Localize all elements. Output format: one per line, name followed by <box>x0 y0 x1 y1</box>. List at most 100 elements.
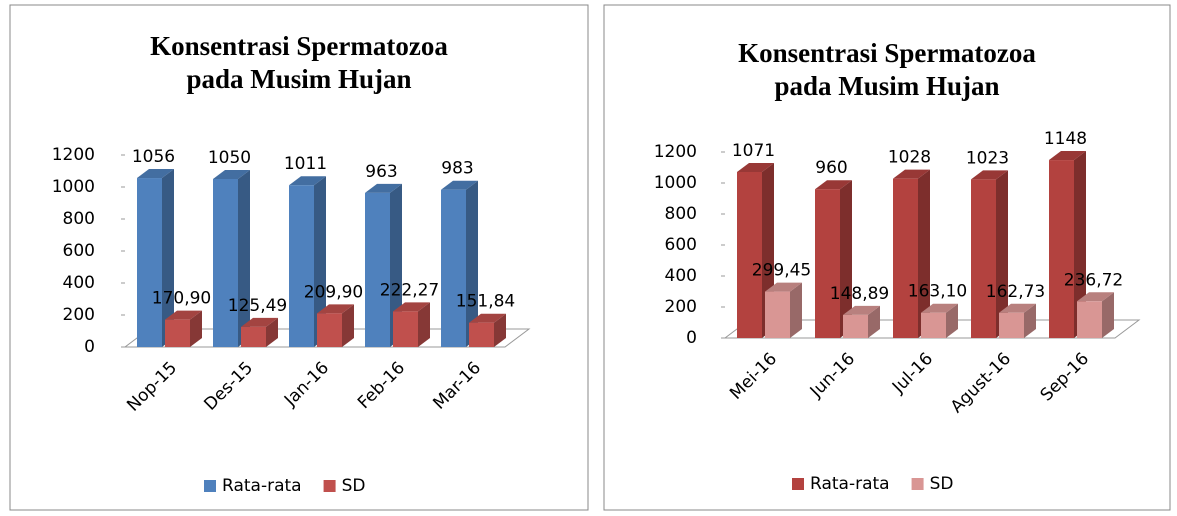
bar-top <box>893 169 930 179</box>
bar-side <box>1074 151 1086 338</box>
bar <box>815 189 840 338</box>
bar <box>999 312 1024 338</box>
bar-top <box>469 313 506 323</box>
bar <box>971 179 996 338</box>
bar-side <box>1024 303 1036 338</box>
data-label: 170,90 <box>152 289 211 309</box>
bar-top <box>1049 151 1086 161</box>
y-tick-label: 600 <box>63 241 95 261</box>
bar-top <box>921 303 958 313</box>
bar-top <box>289 176 326 186</box>
bar <box>921 312 946 338</box>
y-tick-label: 1000 <box>654 173 697 193</box>
bar-top <box>165 310 202 320</box>
x-tick-label: Feb-16 <box>354 358 409 413</box>
data-label: 1148 <box>1044 129 1087 149</box>
data-label: 162,73 <box>986 282 1045 302</box>
bar <box>365 192 390 347</box>
data-label: 125,49 <box>228 296 287 316</box>
data-label: 1056 <box>132 147 175 167</box>
y-tick-label: 200 <box>63 305 95 325</box>
bar-side <box>342 304 354 347</box>
bar <box>1077 301 1102 338</box>
bar-side <box>418 302 430 347</box>
x-tick-label: Jul-16 <box>888 349 937 398</box>
bar-top <box>241 317 278 327</box>
bar <box>765 291 790 338</box>
data-label: 1011 <box>284 154 327 174</box>
y-tick-label: 400 <box>665 266 697 286</box>
bar <box>843 314 868 338</box>
bar <box>289 185 314 347</box>
bar-side <box>162 169 174 347</box>
y-tick-label: 400 <box>63 273 95 293</box>
x-tick-label: Jan-16 <box>280 358 333 411</box>
bar <box>1049 160 1074 338</box>
bar <box>393 311 418 347</box>
data-label: 983 <box>441 159 473 179</box>
bar-side <box>314 176 326 347</box>
data-label: 963 <box>365 162 397 182</box>
data-label: 1028 <box>888 148 931 168</box>
legend-label: SD <box>342 476 366 496</box>
bar-top <box>971 170 1008 180</box>
data-label: 151,84 <box>456 292 515 312</box>
bar <box>165 319 190 347</box>
y-tick-label: 200 <box>665 297 697 317</box>
bar-side <box>494 313 506 347</box>
x-tick-label: Jun-16 <box>806 349 859 402</box>
data-label: 299,45 <box>752 261 811 281</box>
legend-swatch <box>792 478 804 490</box>
y-tick-label: 1200 <box>654 142 697 162</box>
bar <box>469 322 494 347</box>
x-tick-label: Des-15 <box>200 358 257 415</box>
chart-title: Konsentrasi Spermatozoa pada Musim Hujan <box>150 31 448 94</box>
x-tick-label: Mar-16 <box>429 358 485 414</box>
bar-side <box>790 282 802 338</box>
bar-side <box>190 310 202 347</box>
bar-top <box>737 162 774 172</box>
bar-top <box>843 305 880 315</box>
x-tick-label: Agust-16 <box>947 349 1015 417</box>
bar-side <box>918 169 930 338</box>
data-label: 236,72 <box>1064 270 1123 290</box>
bar <box>737 171 762 338</box>
data-label: 209,90 <box>304 282 363 302</box>
bar-top <box>317 304 354 314</box>
legend-label: Rata-rata <box>222 476 302 496</box>
bar-top <box>137 169 174 179</box>
legend-swatch <box>323 480 336 492</box>
bar-side <box>1102 292 1114 338</box>
legend-label: Rata-rata <box>810 474 890 494</box>
bar-side <box>946 303 958 338</box>
bar-top <box>441 180 478 190</box>
bar-top <box>815 180 852 190</box>
y-tick-label: 1000 <box>52 177 95 197</box>
bar <box>893 178 918 338</box>
chart-border <box>9 4 589 511</box>
bar-top <box>393 302 430 312</box>
data-label: 1071 <box>732 141 775 161</box>
bar <box>213 179 238 347</box>
bar-top <box>765 282 802 292</box>
y-tick-label: 0 <box>686 328 697 348</box>
bar <box>241 326 266 347</box>
bar-top <box>365 183 402 193</box>
bar <box>441 189 466 347</box>
bar-side <box>466 180 478 347</box>
bar <box>317 313 342 347</box>
data-label: 1050 <box>208 148 251 168</box>
x-tick-label: Sep-16 <box>1037 349 1093 405</box>
y-tick-label: 800 <box>665 204 697 224</box>
bar-side <box>390 183 402 347</box>
legend-label: SD <box>930 474 954 494</box>
legend-swatch <box>204 480 216 492</box>
chart-title: Konsentrasi Spermatozoa pada Musim Hujan <box>738 38 1036 101</box>
x-tick-label: Mei-16 <box>726 349 781 404</box>
y-tick-label: 600 <box>665 235 697 255</box>
data-label: 222,27 <box>380 280 439 300</box>
data-label: 163,10 <box>908 282 967 302</box>
bar-side <box>238 170 250 347</box>
